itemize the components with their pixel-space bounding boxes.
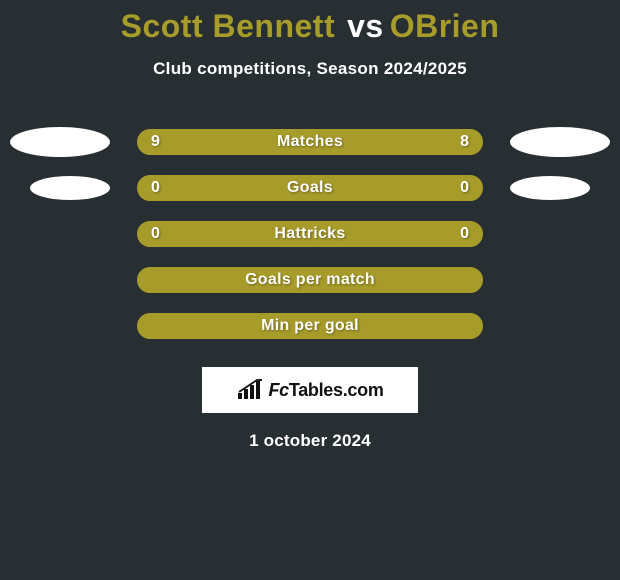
- page-title: Scott Bennett vsOBrien: [0, 8, 620, 45]
- stat-row: 0 0 Goals: [0, 165, 620, 211]
- stat-bar: Goals per match: [137, 267, 483, 293]
- stat-label: Matches: [277, 133, 343, 151]
- stat-value-right: 0: [460, 179, 469, 197]
- stat-row: Goals per match: [0, 257, 620, 303]
- stats-section: 9 8 Matches 0 0 Goals 0 0 Hattricks Goals per mat…: [0, 119, 620, 349]
- player1-avatar: [10, 127, 110, 157]
- brand-text-rest: Tables.com: [289, 380, 384, 400]
- stat-value-left: 9: [151, 133, 160, 151]
- stat-bar: 9 8 Matches: [137, 129, 483, 155]
- stat-label: Hattricks: [274, 225, 345, 243]
- brand-badge[interactable]: FcTables.com: [202, 367, 418, 413]
- stat-row: 0 0 Hattricks: [0, 211, 620, 257]
- stat-label: Min per goal: [261, 317, 359, 335]
- stat-bar: 0 0 Hattricks: [137, 221, 483, 247]
- stat-bar: 0 0 Goals: [137, 175, 483, 201]
- date-text: 1 october 2024: [0, 431, 620, 451]
- stat-bar: Min per goal: [137, 313, 483, 339]
- player2-avatar: [510, 127, 610, 157]
- comparison-card: Scott Bennett vsOBrien Club competitions,…: [0, 0, 620, 580]
- player1-avatar-small: [30, 176, 110, 200]
- subtitle: Club competitions, Season 2024/2025: [0, 59, 620, 79]
- stat-value-right: 0: [460, 225, 469, 243]
- stat-row: Min per goal: [0, 303, 620, 349]
- stat-row: 9 8 Matches: [0, 119, 620, 165]
- stat-label: Goals per match: [245, 271, 375, 289]
- player2-name: OBrien: [390, 8, 500, 44]
- player1-name: Scott Bennett: [121, 8, 336, 44]
- stat-label: Goals: [287, 179, 333, 197]
- brand-text: FcTables.com: [268, 380, 383, 401]
- stat-value-right: 8: [460, 133, 469, 151]
- stat-value-left: 0: [151, 225, 160, 243]
- fctables-logo-icon: [236, 379, 264, 401]
- stat-value-left: 0: [151, 179, 160, 197]
- vs-text: vs: [347, 8, 384, 44]
- player2-avatar-small: [510, 176, 590, 200]
